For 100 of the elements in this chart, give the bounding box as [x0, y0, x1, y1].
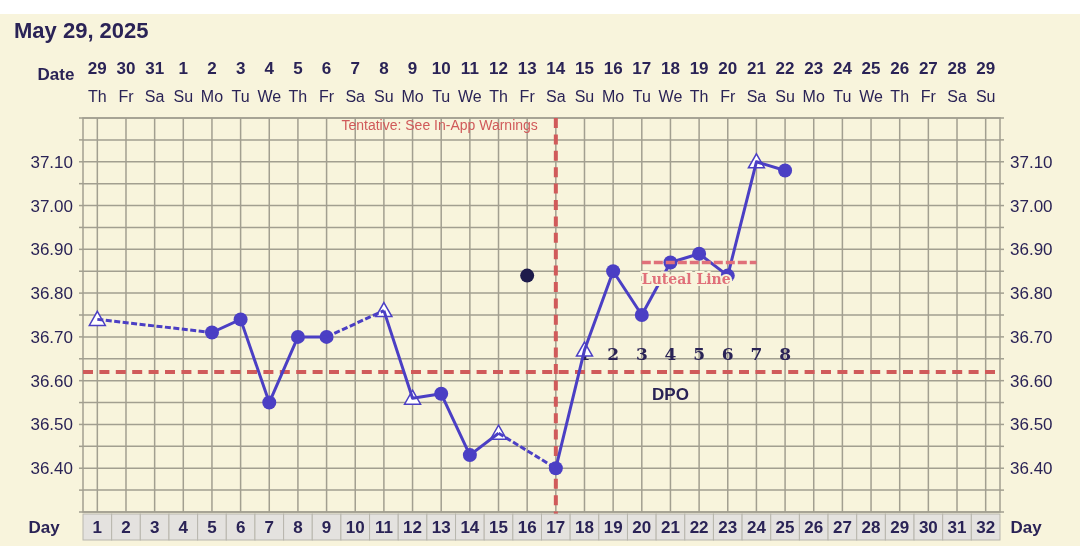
annotation: 4: [664, 344, 677, 365]
x-tick-label: 17: [632, 59, 652, 78]
text: Tu: [432, 88, 451, 105]
x2-tick-label: 27: [832, 517, 852, 537]
y2-tick-label: 36.40: [1010, 459, 1053, 479]
x2-tick-label: 20: [632, 517, 652, 537]
x2-tick-label: 8: [293, 517, 303, 537]
x2-tick-label: 21: [660, 517, 680, 537]
x-tick-label: 8: [379, 59, 389, 78]
text: Th: [288, 88, 308, 105]
x2-tick-label: 32: [976, 517, 996, 537]
y-tick-label: 37.10: [30, 152, 73, 172]
text: Mo: [200, 88, 224, 105]
text: Su: [173, 88, 194, 105]
x2-tick-label: 18: [575, 517, 594, 537]
chart-title: May 29, 2025: [14, 18, 149, 43]
x-tick-label: 28: [947, 59, 967, 78]
x-tick-label: 14: [546, 59, 566, 78]
y2-tick-label: 36.50: [1010, 415, 1053, 435]
x-tick-label: 15: [575, 59, 594, 78]
x2-tick-label: 2: [121, 517, 131, 537]
x2-tick-label: 1: [92, 517, 103, 537]
x2-tick-label: 17: [546, 517, 566, 537]
text: Fr: [720, 88, 736, 105]
x2-tick-label: 25: [775, 517, 795, 537]
y-tick-label: 36.60: [30, 371, 73, 391]
x-tick-label: 20: [718, 59, 738, 78]
x2-tick-label: 10: [345, 517, 365, 537]
annotation: DPO: [652, 384, 689, 404]
x2-tick-label: 13: [431, 517, 451, 537]
x2-tick-label: 4: [178, 517, 189, 537]
text: Sa: [345, 88, 366, 105]
ref-line-label: Tentative: See In-App Warnings: [341, 117, 538, 133]
text: Sa: [546, 88, 566, 105]
x-tick-label: 18: [660, 59, 680, 78]
x2-tick-label: 23: [718, 517, 738, 537]
x-tick-label: 16: [603, 59, 623, 78]
x2-tick-label: 26: [804, 517, 824, 537]
x-tick-label: 27: [918, 59, 938, 78]
x-tick-label: 11: [460, 59, 479, 78]
text: We: [458, 88, 482, 105]
text: Sa: [947, 88, 967, 105]
text: Mo: [802, 88, 825, 105]
y-tick-label: 36.90: [30, 240, 73, 260]
text: Fr: [319, 88, 335, 105]
text: Mo: [401, 88, 424, 105]
annotation: 6: [721, 344, 734, 365]
x2-tick-label: 9: [321, 517, 332, 537]
annotation: 7: [750, 344, 763, 365]
text: Mo: [602, 88, 625, 105]
x-tick-label: 19: [689, 59, 709, 78]
x2-tick-label: 7: [264, 517, 274, 537]
x-tick-label: 29: [87, 59, 107, 78]
x2-tick-label: 28: [861, 517, 881, 537]
x2-tick-label: 22: [689, 517, 709, 537]
x-tick-label: 7: [350, 59, 360, 78]
y2-tick-label: 36.90: [1010, 240, 1053, 260]
x2-tick-label: 29: [890, 517, 910, 537]
x-tick-label: 5: [293, 59, 303, 78]
text: Th: [689, 88, 709, 105]
x-tick-label: 22: [775, 59, 795, 78]
x-tick-label: 25: [861, 59, 881, 78]
text: Su: [574, 88, 595, 105]
x-tick-label: 29: [976, 59, 996, 78]
y-tick-label: 36.50: [30, 415, 73, 435]
x-tick-label: 31: [145, 59, 165, 78]
annotation: 8: [779, 344, 791, 365]
text: Su: [374, 88, 394, 105]
y-tick-label: 36.40: [30, 459, 73, 479]
text: Tu: [231, 88, 250, 105]
y2-tick-label: 37.10: [1010, 152, 1053, 172]
x-tick-label: 21: [746, 59, 766, 78]
text: Sa: [746, 88, 767, 105]
x-tick-label: 9: [407, 59, 418, 78]
text: Fr: [519, 88, 536, 105]
x-tick-label: 12: [489, 59, 508, 78]
x2-tick-label: 15: [489, 517, 508, 537]
annotation: 5: [693, 344, 706, 365]
text: We: [257, 88, 282, 105]
x2-tick-label: 11: [374, 517, 393, 537]
x-tick-label: 1: [178, 59, 189, 78]
x2-tick-label: 31: [947, 517, 967, 537]
x-tick-label: 10: [431, 59, 451, 78]
x-tick-label: 2: [207, 59, 217, 78]
x2-tick-label: 6: [235, 517, 246, 537]
x-tick-label: 13: [517, 59, 537, 78]
text: Th: [87, 88, 107, 105]
text: Th: [890, 88, 910, 105]
text: Su: [975, 88, 996, 105]
y2-tick-label: 36.80: [1010, 284, 1053, 304]
x-tick-label: 30: [116, 59, 136, 78]
text: Fr: [920, 88, 937, 105]
y2-tick-label: 36.60: [1010, 371, 1053, 391]
text: We: [658, 88, 683, 105]
x-tick-label: 23: [804, 59, 824, 78]
annotation: 2: [607, 344, 620, 365]
x2-tick-label: 16: [517, 517, 537, 537]
x-tick-label: 26: [890, 59, 910, 78]
text: Su: [775, 88, 795, 105]
y-tick-label: 36.70: [30, 327, 73, 347]
